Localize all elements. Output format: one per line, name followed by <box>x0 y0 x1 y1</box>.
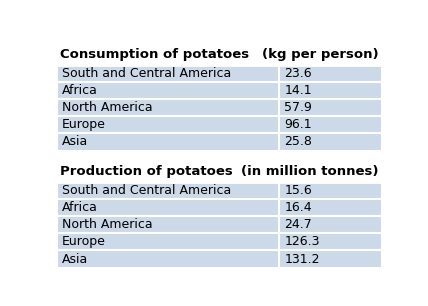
Text: 126.3: 126.3 <box>285 235 320 248</box>
Bar <box>57 82 382 99</box>
Bar <box>57 250 382 268</box>
Text: 14.1: 14.1 <box>285 84 312 97</box>
Bar <box>57 133 382 151</box>
Text: 57.9: 57.9 <box>285 101 312 114</box>
Bar <box>57 199 382 216</box>
Text: 24.7: 24.7 <box>285 218 312 231</box>
Text: 23.6: 23.6 <box>285 67 312 80</box>
Text: Africa: Africa <box>62 84 98 97</box>
Text: North America: North America <box>62 101 152 114</box>
Text: 131.2: 131.2 <box>285 252 320 266</box>
Text: Production of potatoes: Production of potatoes <box>60 165 233 178</box>
Text: North America: North America <box>62 218 152 231</box>
Bar <box>57 182 382 199</box>
Text: South and Central America: South and Central America <box>62 67 231 80</box>
Bar <box>57 233 382 250</box>
Text: Asia: Asia <box>62 252 88 266</box>
Text: South and Central America: South and Central America <box>62 184 231 197</box>
Text: Consumption of potatoes: Consumption of potatoes <box>60 48 249 61</box>
Text: 96.1: 96.1 <box>285 118 312 131</box>
Text: Europe: Europe <box>62 118 106 131</box>
Text: (in million tonnes): (in million tonnes) <box>241 165 378 178</box>
Text: 16.4: 16.4 <box>285 201 312 214</box>
Text: 25.8: 25.8 <box>285 136 312 148</box>
Text: (kg per person): (kg per person) <box>262 48 378 61</box>
Bar <box>57 116 382 133</box>
Bar <box>57 65 382 82</box>
Text: 15.6: 15.6 <box>285 184 312 197</box>
Bar <box>57 216 382 233</box>
Text: Africa: Africa <box>62 201 98 214</box>
Text: Asia: Asia <box>62 136 88 148</box>
Bar <box>57 99 382 116</box>
Text: Europe: Europe <box>62 235 106 248</box>
